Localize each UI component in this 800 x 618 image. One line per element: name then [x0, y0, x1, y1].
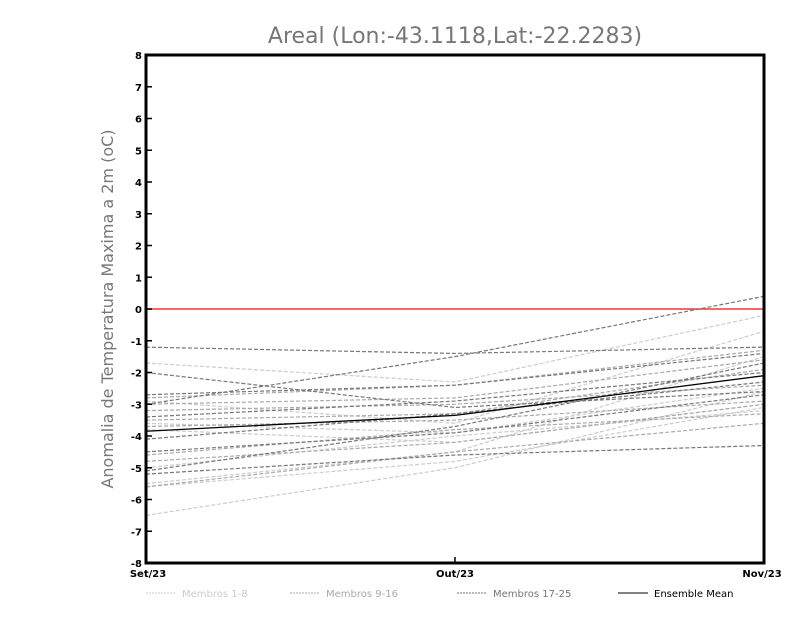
member-line-2-6 — [145, 403, 765, 462]
member-line-3-9 — [145, 295, 765, 405]
legend-label: Membros 9-16 — [326, 589, 398, 600]
y-tick-label: 7 — [135, 83, 142, 94]
y-tick-label: 6 — [135, 115, 142, 126]
ensemble-mean-line — [145, 375, 765, 432]
member-line-3-2 — [145, 371, 765, 409]
member-line-1-7 — [145, 406, 765, 488]
member-line-1-8 — [145, 390, 765, 516]
member-line-3-8 — [145, 444, 765, 475]
y-tick-label: 0 — [135, 305, 142, 316]
member-line-3-6 — [145, 394, 765, 453]
legend-label: Membros 1-8 — [182, 589, 248, 600]
chart-title: Areal (Lon:-43.1118,Lat:-22.2283) — [268, 24, 642, 49]
y-tick-label: -1 — [131, 337, 142, 348]
member-line-2-2 — [145, 384, 765, 412]
plot-frame — [144, 53, 766, 565]
y-tick-label: -7 — [131, 527, 142, 538]
member-line-2-5 — [145, 413, 765, 456]
y-axis-label: Anomalia de Temperatura Maxima a 2m (oC) — [98, 129, 117, 488]
member-line-1-2 — [145, 330, 765, 424]
member-line-3-7 — [145, 362, 765, 472]
x-tick-label: Out/23 — [436, 569, 474, 580]
y-tick-label: -8 — [131, 559, 142, 570]
member-line-3-1 — [145, 346, 765, 355]
member-line-3-5 — [145, 381, 765, 440]
legend-label: Ensemble Mean — [654, 589, 733, 600]
x-tick-label: Set/23 — [130, 569, 166, 580]
x-tick-label: Nov/23 — [742, 569, 781, 580]
member-line-1-6 — [145, 356, 765, 485]
y-tick-label: -2 — [131, 369, 142, 380]
member-line-3-4 — [145, 371, 765, 418]
member-line-3-3 — [145, 352, 765, 396]
member-line-1-1 — [145, 314, 765, 383]
member-line-2-7 — [145, 422, 765, 488]
y-tick-label: -5 — [131, 464, 142, 475]
y-tick-label: -3 — [131, 400, 142, 411]
member-line-1-5 — [145, 410, 765, 469]
y-tick-label: 1 — [135, 273, 142, 284]
y-tick-label: -4 — [131, 432, 142, 443]
y-tick-label: -6 — [131, 496, 142, 507]
member-line-2-4 — [145, 400, 765, 428]
y-tick-label: 4 — [135, 178, 142, 189]
member-line-2-8 — [145, 359, 765, 405]
legend-label: Membros 17-25 — [493, 589, 571, 600]
y-tick-label: 2 — [135, 242, 142, 253]
y-tick-label: 3 — [135, 210, 142, 221]
y-tick-label: 5 — [135, 146, 142, 157]
y-tick-label: 8 — [135, 51, 142, 62]
